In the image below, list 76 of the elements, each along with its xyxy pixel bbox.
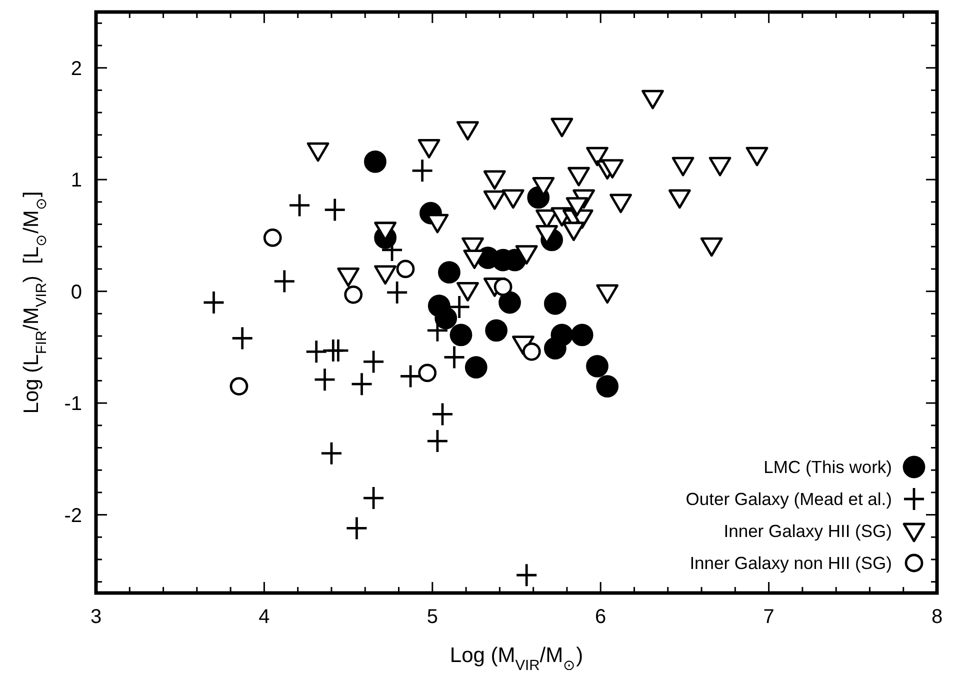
y-tick-label: -1	[64, 393, 82, 416]
point	[570, 324, 594, 346]
point	[568, 166, 590, 186]
legend-label: Inner Galaxy non HII (SG)	[690, 553, 892, 573]
point	[672, 156, 694, 176]
point	[427, 430, 448, 452]
point	[306, 340, 326, 363]
point	[498, 291, 521, 314]
point	[566, 197, 588, 216]
y-tick-label: 1	[70, 170, 82, 192]
point	[306, 142, 330, 162]
point	[337, 267, 360, 287]
point	[450, 324, 472, 346]
point	[483, 170, 506, 190]
point	[444, 346, 464, 368]
point	[364, 150, 386, 173]
x-axis-title: Log (M$_{VIR}$/M$_{⊙}$)	[450, 644, 584, 673]
point	[610, 194, 632, 214]
point	[746, 146, 768, 166]
point	[204, 292, 224, 314]
point	[274, 270, 294, 292]
point	[324, 198, 345, 221]
point	[396, 260, 415, 278]
point	[515, 245, 538, 265]
x-tick-label: 6	[595, 606, 606, 628]
point	[700, 237, 723, 257]
point	[418, 364, 437, 382]
point	[438, 261, 460, 284]
point	[290, 194, 310, 216]
point	[321, 442, 342, 464]
point	[516, 564, 537, 586]
point	[586, 354, 608, 378]
point	[344, 285, 363, 304]
point	[314, 368, 335, 391]
point	[596, 375, 619, 398]
point	[263, 228, 282, 247]
point	[562, 222, 585, 242]
point	[550, 118, 574, 138]
x-tick-label: 8	[931, 606, 943, 628]
point	[387, 281, 408, 304]
point	[412, 160, 432, 182]
point	[456, 121, 479, 141]
point	[432, 403, 452, 426]
x-tick-label: 3	[90, 606, 102, 628]
point	[464, 356, 488, 379]
point	[668, 189, 691, 209]
point	[544, 292, 566, 315]
point	[483, 190, 506, 210]
y-tick-label: 2	[70, 58, 82, 80]
legend-label: Outer Galaxy (Mead et al.)	[686, 489, 892, 509]
point	[346, 517, 367, 540]
point	[642, 90, 664, 110]
point	[374, 265, 397, 285]
point	[485, 319, 508, 342]
point	[418, 138, 440, 158]
point	[601, 159, 624, 179]
x-tick-label: 7	[763, 606, 774, 628]
x-tick-label: 4	[258, 606, 270, 628]
point	[708, 156, 732, 176]
point	[434, 306, 458, 330]
y-tick-label: 0	[70, 281, 82, 304]
point	[586, 146, 608, 166]
legend-label: LMC (This work)	[764, 457, 892, 477]
point	[596, 284, 619, 304]
point	[352, 373, 372, 396]
legend-label: Inner Galaxy HII (SG)	[724, 521, 892, 541]
point	[544, 337, 566, 360]
point	[230, 377, 248, 396]
point	[232, 327, 252, 350]
y-tick-label: -2	[64, 504, 82, 527]
point	[364, 350, 384, 373]
point	[456, 282, 479, 302]
x-tick-label: 5	[426, 606, 438, 628]
point	[502, 189, 524, 209]
point	[328, 340, 348, 362]
point	[449, 296, 470, 318]
